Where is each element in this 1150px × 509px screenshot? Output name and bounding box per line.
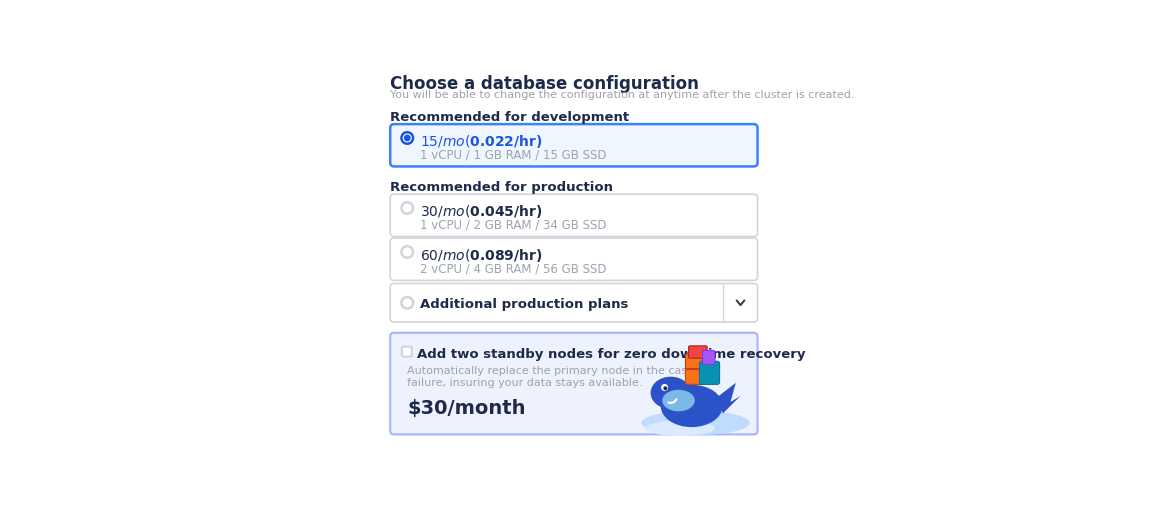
Text: $60/mo ($0.089/hr): $60/mo ($0.089/hr) [420, 246, 542, 263]
Text: failure, insuring your data stays available.: failure, insuring your data stays availa… [407, 378, 643, 388]
FancyBboxPatch shape [401, 347, 412, 357]
Text: 1 vCPU / 2 GB RAM / 34 GB SSD: 1 vCPU / 2 GB RAM / 34 GB SSD [420, 218, 606, 231]
Circle shape [401, 247, 413, 258]
Text: $30/month: $30/month [407, 399, 526, 417]
Ellipse shape [661, 385, 722, 427]
Circle shape [401, 203, 413, 214]
Ellipse shape [642, 411, 750, 435]
Ellipse shape [645, 421, 715, 436]
FancyBboxPatch shape [390, 195, 758, 237]
Text: $30/mo ($0.045/hr): $30/mo ($0.045/hr) [420, 203, 542, 219]
FancyBboxPatch shape [703, 351, 715, 364]
FancyBboxPatch shape [685, 354, 712, 385]
FancyBboxPatch shape [390, 239, 758, 281]
Ellipse shape [651, 377, 691, 409]
Circle shape [405, 136, 409, 142]
Text: Recommended for development: Recommended for development [390, 111, 629, 124]
Text: Recommended for production: Recommended for production [390, 181, 613, 194]
Text: 1 vCPU / 1 GB RAM / 15 GB SSD: 1 vCPU / 1 GB RAM / 15 GB SSD [420, 148, 606, 161]
FancyBboxPatch shape [699, 361, 720, 385]
Text: Choose a database configuration: Choose a database configuration [390, 75, 699, 93]
Circle shape [664, 386, 667, 390]
Text: $15/mo ($0.022/hr): $15/mo ($0.022/hr) [420, 132, 542, 150]
Text: Add two standby nodes for zero downtime recovery: Add two standby nodes for zero downtime … [417, 347, 806, 360]
FancyBboxPatch shape [390, 333, 758, 435]
Text: Automatically replace the primary node in the case of a: Automatically replace the primary node i… [407, 365, 719, 375]
Circle shape [661, 384, 668, 391]
Text: Additional production plans: Additional production plans [420, 297, 628, 310]
Circle shape [401, 297, 413, 309]
FancyBboxPatch shape [689, 346, 707, 358]
Ellipse shape [662, 390, 695, 411]
FancyBboxPatch shape [390, 284, 758, 322]
Circle shape [401, 133, 413, 145]
FancyBboxPatch shape [390, 125, 758, 167]
Polygon shape [719, 383, 741, 414]
Text: You will be able to change the configuration at anytime after the cluster is cre: You will be able to change the configura… [390, 90, 854, 100]
Text: 2 vCPU / 4 GB RAM / 56 GB SSD: 2 vCPU / 4 GB RAM / 56 GB SSD [420, 262, 606, 275]
